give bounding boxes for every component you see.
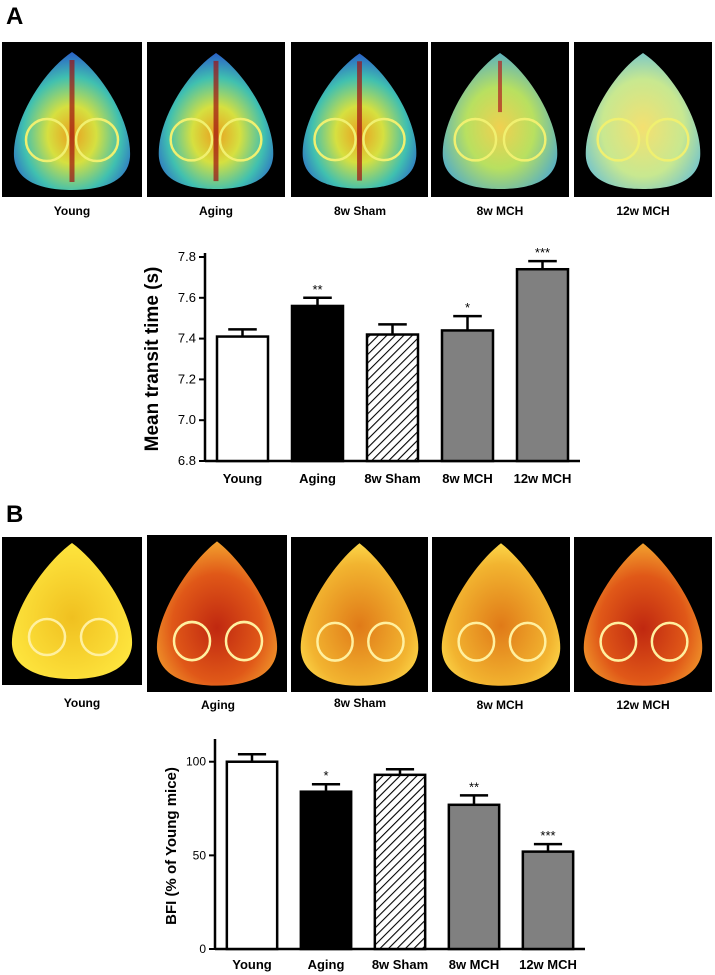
- panel-b-image-young: [2, 537, 142, 685]
- significance-label: **: [469, 779, 479, 794]
- significance-label: *: [465, 300, 470, 315]
- panel-b-image-aging: [147, 535, 287, 692]
- significance-label: ***: [535, 245, 550, 260]
- panel-a-image-label: 8w MCH: [476, 204, 524, 218]
- y-tick-label: 50: [193, 848, 207, 862]
- bar: [215, 335, 270, 463]
- y-tick-label: 100: [186, 755, 206, 769]
- y-tick-label: 7.6: [178, 290, 196, 305]
- panel-b-image-label: 8w MCH: [476, 698, 524, 712]
- bar: [373, 773, 427, 951]
- panel-b-image-label: Aging: [201, 698, 235, 712]
- x-tick-label: Young: [223, 471, 263, 486]
- significance-label: **: [312, 282, 322, 297]
- bar: [290, 304, 345, 463]
- bar: [447, 803, 501, 951]
- y-tick-label: 7.2: [178, 371, 196, 386]
- x-tick-label: 8w Sham: [372, 957, 428, 972]
- y-tick-label: 7.0: [178, 412, 196, 427]
- significance-label: *: [323, 768, 328, 783]
- x-tick-label: 12w MCH: [519, 957, 577, 972]
- bar: [365, 333, 420, 463]
- y-axis-label: BFI (% of Young mice): [163, 767, 180, 925]
- panel-a-image-label: Aging: [199, 204, 233, 218]
- x-tick-label: 8w MCH: [442, 471, 493, 486]
- x-tick-label: Aging: [308, 957, 345, 972]
- panel-a-image-label: 8w Sham: [333, 204, 387, 218]
- y-tick-label: 7.8: [178, 249, 196, 264]
- panel-a-image-label: Young: [53, 204, 91, 218]
- panel-a-image-12w-mch: [574, 42, 712, 197]
- panel-b-image-12w-mch: [574, 537, 712, 692]
- panel-a-letter: A: [6, 3, 24, 30]
- x-tick-label: 8w MCH: [449, 957, 500, 972]
- panel-a-image-young: [2, 42, 142, 197]
- panel-b-image-label: 8w Sham: [333, 696, 387, 710]
- bar: [225, 760, 279, 951]
- panel-b-image-label: 12w MCH: [616, 698, 670, 712]
- x-tick-label: Aging: [299, 471, 336, 486]
- x-tick-label: 12w MCH: [514, 471, 572, 486]
- y-axis-label: Mean transit time (s): [142, 267, 163, 452]
- bar: [521, 850, 575, 951]
- panel-a-image-label: 12w MCH: [616, 204, 670, 218]
- y-tick-label: 0: [199, 942, 206, 956]
- panel-b-image-8w-mch: [432, 537, 570, 692]
- bar: [440, 329, 495, 463]
- panel-a-image-8w-mch: [431, 42, 569, 197]
- x-tick-label: 8w Sham: [364, 471, 420, 486]
- bar: [515, 267, 570, 463]
- mean-transit-time-chart: 6.8 7.0 7.2 7.4 7.6 7.8 Mean transit time (s) Y…: [142, 245, 580, 486]
- panel-b-image-label: Young: [63, 696, 101, 710]
- panel-a-image-8w-sham: [291, 42, 428, 197]
- bfi-chart: 0 50 100 BFI (% of Young mice) Young * Aging 8w…: [163, 739, 585, 972]
- significance-label: ***: [540, 828, 555, 843]
- bar: [299, 790, 353, 951]
- y-tick-label: 6.8: [178, 453, 196, 468]
- panel-b-letter: B: [6, 501, 24, 528]
- x-tick-label: Young: [232, 957, 272, 972]
- panel-a-image-aging: [147, 42, 285, 197]
- panel-b-image-8w-sham: [291, 537, 428, 692]
- y-tick-label: 7.4: [178, 331, 196, 346]
